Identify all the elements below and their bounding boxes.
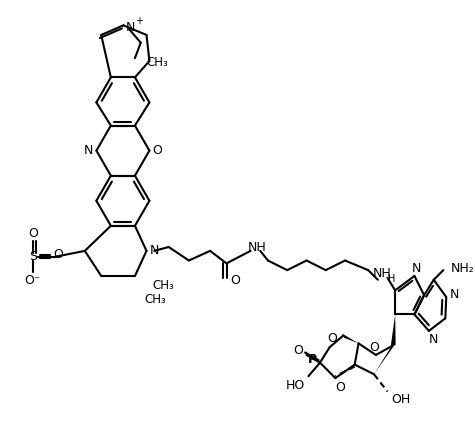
Text: H: H <box>388 274 395 284</box>
Text: O⁻: O⁻ <box>25 274 41 287</box>
Text: P: P <box>308 353 317 366</box>
Text: O: O <box>152 144 162 157</box>
Text: NH: NH <box>248 240 267 254</box>
Text: CH₃: CH₃ <box>144 292 166 306</box>
Text: N: N <box>125 21 135 34</box>
Text: CH₃: CH₃ <box>146 56 168 69</box>
Polygon shape <box>342 333 359 344</box>
Text: O: O <box>335 381 345 394</box>
Text: N: N <box>429 333 438 346</box>
Text: O: O <box>53 248 63 261</box>
Polygon shape <box>391 314 396 345</box>
Text: CH₃: CH₃ <box>152 279 174 292</box>
Text: N: N <box>412 262 421 275</box>
Text: NH₂: NH₂ <box>451 262 475 275</box>
Text: NH: NH <box>372 266 391 280</box>
Polygon shape <box>374 344 395 374</box>
Text: N: N <box>150 244 159 258</box>
Text: N: N <box>449 288 459 301</box>
Text: O: O <box>328 332 337 345</box>
Text: O: O <box>293 344 303 357</box>
Text: O: O <box>230 274 240 287</box>
Text: N: N <box>84 144 94 157</box>
Text: HO: HO <box>285 379 304 392</box>
Text: O: O <box>369 341 379 354</box>
Text: +: + <box>135 15 143 26</box>
Text: S: S <box>29 250 37 263</box>
Text: OH: OH <box>391 393 410 406</box>
Text: O: O <box>28 227 38 240</box>
